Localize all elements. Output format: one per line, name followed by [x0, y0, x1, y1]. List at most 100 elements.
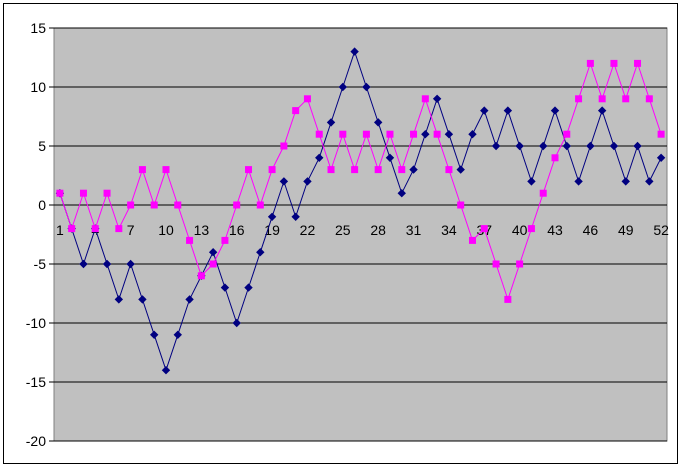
data-point — [138, 295, 147, 304]
x-tick-label: 52 — [653, 222, 669, 238]
data-point — [126, 259, 135, 269]
data-point — [362, 82, 371, 92]
data-point — [339, 130, 347, 138]
data-point — [197, 272, 205, 280]
x-tick-label: 25 — [335, 222, 351, 238]
data-point — [79, 189, 87, 197]
data-point — [326, 118, 336, 127]
data-point — [315, 130, 323, 138]
data-point — [209, 260, 217, 268]
data-point — [79, 259, 88, 269]
data-point — [185, 295, 194, 304]
data-point — [186, 236, 194, 244]
x-tick-label: 28 — [370, 222, 386, 238]
data-point — [550, 106, 560, 115]
y-tick-label: -5 — [34, 256, 47, 272]
data-point — [527, 177, 536, 186]
data-point — [220, 283, 230, 292]
series-1 — [55, 47, 666, 375]
x-axis-tick-labels: 147101316192225283134374043464952 — [56, 222, 669, 238]
data-point — [303, 177, 312, 186]
data-point — [657, 130, 665, 138]
data-point — [480, 225, 488, 233]
data-point — [504, 295, 512, 303]
data-point — [138, 166, 146, 174]
x-tick-label: 19 — [264, 222, 280, 238]
x-tick-label: 43 — [547, 222, 563, 238]
data-point — [586, 59, 594, 67]
data-point — [456, 165, 465, 174]
plot-area — [53, 27, 668, 442]
x-tick-label: 13 — [194, 222, 210, 238]
x-tick-label: 46 — [583, 222, 599, 238]
data-point — [622, 95, 630, 103]
data-point — [491, 141, 501, 151]
data-point — [445, 166, 453, 174]
data-point — [267, 212, 277, 222]
x-tick-label: 31 — [406, 222, 422, 238]
data-point — [386, 130, 394, 138]
data-point — [68, 225, 76, 233]
data-point — [432, 94, 442, 104]
data-point — [268, 166, 276, 174]
data-point — [397, 188, 406, 198]
data-point — [115, 225, 123, 233]
x-tick-label: 22 — [300, 222, 316, 238]
data-point — [350, 47, 359, 56]
data-point — [563, 130, 571, 138]
data-point — [351, 166, 359, 174]
data-point — [410, 130, 418, 138]
data-point — [515, 141, 524, 151]
y-tick-label: 0 — [38, 197, 46, 213]
y-tick-label: 15 — [30, 20, 46, 36]
data-point — [280, 142, 288, 150]
data-point — [539, 141, 548, 151]
data-point — [575, 95, 583, 103]
y-tick-label: -10 — [26, 315, 46, 331]
data-point — [174, 201, 182, 209]
data-point — [233, 201, 241, 209]
data-point — [303, 95, 311, 103]
x-tick-label: 40 — [512, 222, 528, 238]
data-point — [586, 141, 595, 151]
data-point — [338, 82, 348, 92]
data-point — [279, 177, 289, 186]
data-point — [503, 106, 513, 115]
data-point — [245, 166, 253, 174]
data-point — [103, 189, 111, 197]
data-point — [114, 295, 124, 304]
data-point — [208, 247, 218, 257]
data-point — [362, 130, 370, 138]
x-tick-label: 1 — [56, 222, 64, 238]
data-point — [457, 201, 465, 209]
data-point — [480, 106, 489, 115]
data-point — [161, 365, 171, 375]
data-point — [373, 118, 383, 127]
x-tick-label: 49 — [618, 222, 634, 238]
data-point — [598, 95, 606, 103]
y-tick-label: -20 — [26, 433, 46, 449]
data-point — [127, 201, 135, 209]
data-point — [551, 154, 559, 162]
data-point — [149, 330, 159, 340]
data-point — [102, 259, 112, 269]
y-tick-label: 10 — [30, 79, 46, 95]
data-point — [645, 177, 654, 186]
data-point — [244, 283, 253, 292]
series-layer — [55, 47, 666, 375]
data-point — [574, 177, 583, 186]
data-point — [91, 225, 99, 233]
data-point — [527, 225, 535, 233]
data-point — [292, 107, 300, 115]
data-point — [634, 59, 642, 67]
series-2 — [56, 59, 665, 303]
series-line — [59, 50, 662, 372]
data-point — [315, 153, 324, 163]
series-line — [59, 61, 662, 301]
x-tick-label: 7 — [127, 222, 135, 238]
data-point — [492, 260, 500, 268]
data-point — [516, 260, 524, 268]
data-point — [421, 129, 430, 139]
data-point — [162, 166, 170, 174]
data-point — [633, 141, 642, 151]
